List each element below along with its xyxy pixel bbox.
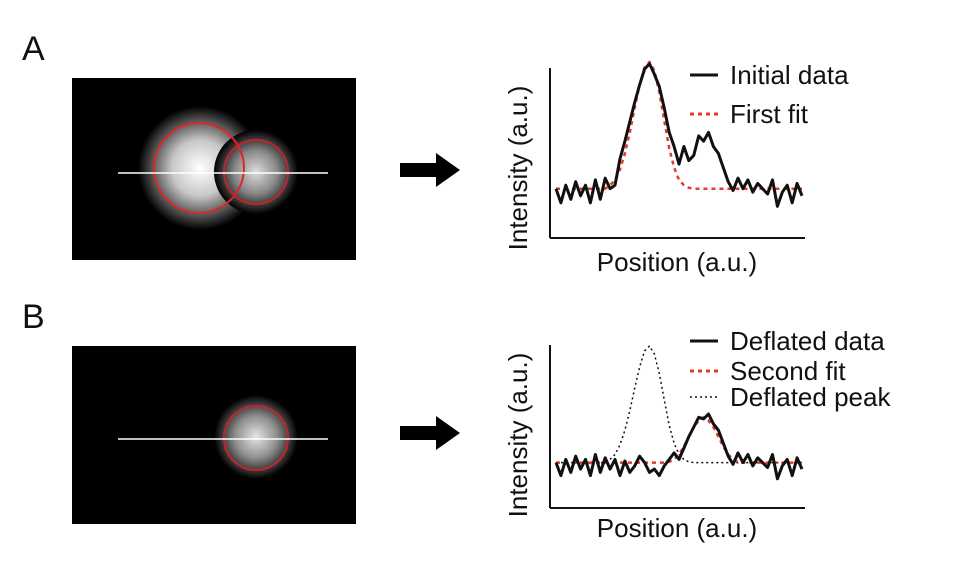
plot-a-series (554, 60, 804, 208)
fit-circle-secondary (223, 139, 289, 205)
panel-label-a: A (22, 30, 45, 68)
arrow-shaft (400, 163, 438, 177)
series-line-initial-data (554, 62, 804, 208)
y-axis-label: Intensity (a.u.) (503, 353, 533, 518)
series-line-deflated-data (554, 412, 804, 481)
fit-circle-secondary (223, 405, 289, 471)
arrow-a (400, 153, 460, 187)
legend-label-first-fit: First fit (730, 99, 809, 129)
y-axis-label: Intensity (a.u.) (503, 86, 533, 251)
x-axis-label: Position (a.u.) (597, 513, 757, 543)
arrow-b (400, 416, 460, 450)
arrow-shaft (400, 426, 438, 440)
arrow-head (436, 153, 460, 187)
legend-a: Initial data First fit (690, 60, 849, 129)
microscopy-image-b (72, 346, 356, 524)
panel-a: A Position (a.u.) Intensity (a.u.) Initi… (22, 30, 849, 277)
panel-label-b: B (22, 298, 45, 336)
arrow-head (436, 416, 460, 450)
legend-label-second-fit: Second fit (730, 356, 846, 386)
dim-spot (214, 130, 298, 214)
panel-b: B Position (a.u.) Intensity (a.u.) Defla… (22, 298, 891, 543)
plot-b: Position (a.u.) Intensity (a.u.) Deflate… (503, 326, 891, 543)
microscopy-image-a (72, 78, 356, 260)
legend-label-initial-data: Initial data (730, 60, 849, 90)
fit-circle-primary (153, 122, 245, 214)
legend-b: Deflated data Second fit Deflated peak (690, 326, 891, 412)
image-background (72, 346, 356, 524)
plot-b-series (554, 345, 804, 481)
legend-label-deflated-peak: Deflated peak (730, 382, 891, 412)
remaining-spot (214, 395, 298, 479)
x-axis-label: Position (a.u.) (597, 247, 757, 277)
plot-a: Position (a.u.) Intensity (a.u.) Initial… (503, 60, 849, 277)
legend-label-deflated-data: Deflated data (730, 326, 885, 356)
